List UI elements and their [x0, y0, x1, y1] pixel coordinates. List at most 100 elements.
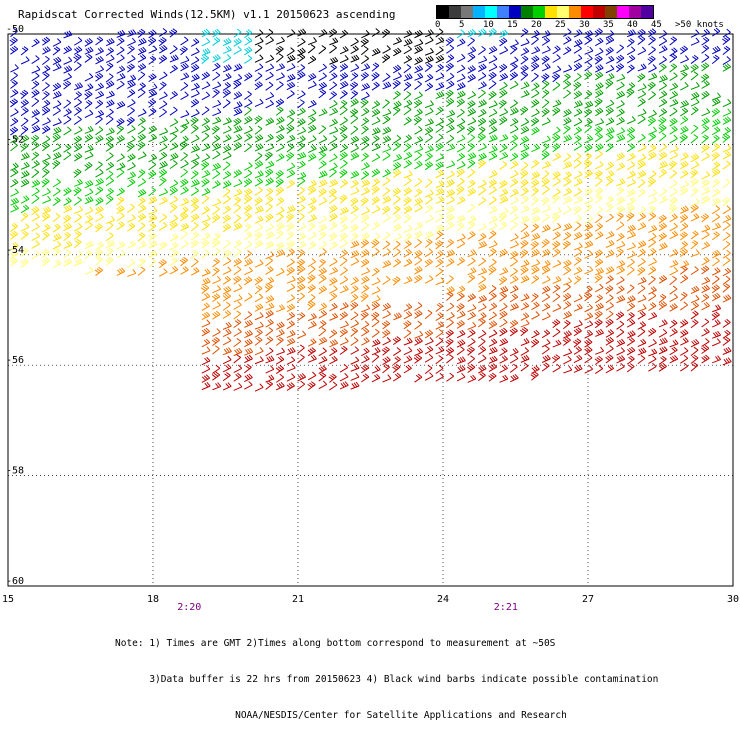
wind-barb — [404, 321, 412, 329]
wind-barb — [404, 74, 412, 81]
wind-barb — [436, 107, 444, 115]
wind-barb — [127, 269, 135, 276]
wind-barb — [53, 134, 61, 142]
wind-barb — [638, 213, 646, 221]
wind-barb — [361, 180, 369, 187]
wind-barb — [340, 46, 348, 53]
wind-barb — [510, 206, 517, 214]
wind-barb — [339, 126, 347, 134]
wind-barb — [638, 322, 646, 330]
wind-barb — [159, 136, 167, 143]
wind-barb — [255, 126, 262, 134]
wind-barb — [574, 222, 581, 230]
wind-barb — [531, 90, 539, 98]
wind-barb — [500, 189, 508, 196]
wind-barb — [712, 331, 720, 338]
wind-barb — [298, 354, 305, 362]
wind-barb — [478, 180, 486, 188]
wind-barb — [255, 82, 263, 90]
wind-barb — [446, 98, 454, 106]
wind-barb — [372, 101, 380, 109]
wind-barb — [319, 356, 327, 363]
wind-barb — [319, 64, 327, 72]
wind-barb — [563, 90, 570, 98]
wind-barb — [191, 125, 198, 133]
wind-barb — [574, 179, 582, 186]
wind-barb — [223, 322, 231, 329]
wind-barb — [670, 91, 678, 99]
wind-barb — [638, 206, 646, 214]
wind-barb — [670, 126, 678, 134]
wind-barb — [319, 109, 327, 116]
wind-barb — [468, 169, 475, 177]
wind-barb — [223, 171, 231, 179]
wind-barb — [404, 55, 412, 63]
wind-barb — [510, 179, 518, 187]
wind-barb — [329, 64, 336, 72]
wind-barb — [691, 92, 699, 100]
wind-barb — [659, 82, 667, 90]
wind-barb — [425, 146, 433, 153]
wind-barb — [500, 375, 508, 382]
wind-barb — [489, 146, 497, 153]
wind-barb — [680, 275, 688, 283]
wind-barb — [510, 294, 518, 302]
wind-barb — [266, 134, 274, 142]
wind-barb — [276, 64, 284, 71]
wind-barb — [574, 73, 581, 81]
wind-barb — [648, 328, 656, 336]
wind-barb — [702, 242, 710, 250]
note-line-3: NOAA/NESDIS/Center for Satellite Applica… — [115, 710, 658, 722]
wind-barb — [627, 197, 635, 204]
wind-barb — [404, 100, 412, 107]
wind-barb — [351, 328, 358, 336]
wind-barb — [552, 241, 560, 249]
wind-barb — [659, 161, 667, 168]
wind-barb — [42, 179, 50, 187]
wind-barb — [552, 134, 560, 142]
wind-barb — [478, 372, 485, 380]
wind-barb — [202, 72, 210, 80]
wind-barb — [351, 72, 358, 80]
wind-barb — [414, 46, 422, 54]
wind-barb — [308, 242, 316, 250]
wind-barb — [287, 338, 295, 345]
wind-barb — [223, 215, 231, 223]
wind-barb — [340, 321, 348, 328]
wind-barb — [244, 91, 251, 99]
wind-barb — [138, 233, 145, 241]
wind-barb — [723, 63, 731, 71]
wind-barb — [436, 162, 444, 170]
wind-barb — [468, 66, 476, 74]
wind-barb — [223, 267, 231, 275]
wind-barb — [159, 188, 167, 195]
wind-barb — [414, 178, 421, 186]
wind-barb — [521, 205, 529, 212]
wind-barb — [468, 160, 475, 168]
plot-frame — [8, 34, 733, 586]
wind-barb — [478, 118, 486, 126]
wind-barb — [244, 37, 252, 45]
x-tick-label: 15 — [2, 594, 14, 605]
wind-barb — [181, 56, 189, 63]
wind-barb — [244, 224, 251, 232]
wind-barb — [425, 365, 432, 373]
wind-barb — [574, 142, 582, 150]
wind-barb — [606, 345, 614, 353]
wind-barb — [10, 64, 18, 72]
wind-barb — [658, 117, 666, 125]
wind-barb — [585, 304, 593, 312]
wind-barb — [574, 55, 582, 63]
wind-barb — [255, 337, 262, 345]
wind-barb — [382, 347, 390, 355]
wind-barb — [553, 100, 561, 107]
wind-barb — [606, 266, 614, 273]
wind-barb — [563, 232, 571, 240]
wind-barb — [638, 109, 646, 116]
wind-barb — [670, 328, 678, 336]
wind-barb — [21, 162, 29, 169]
wind-barb — [159, 178, 166, 186]
wind-barb — [542, 136, 550, 143]
wind-barb — [585, 241, 593, 248]
wind-barb — [308, 109, 316, 117]
